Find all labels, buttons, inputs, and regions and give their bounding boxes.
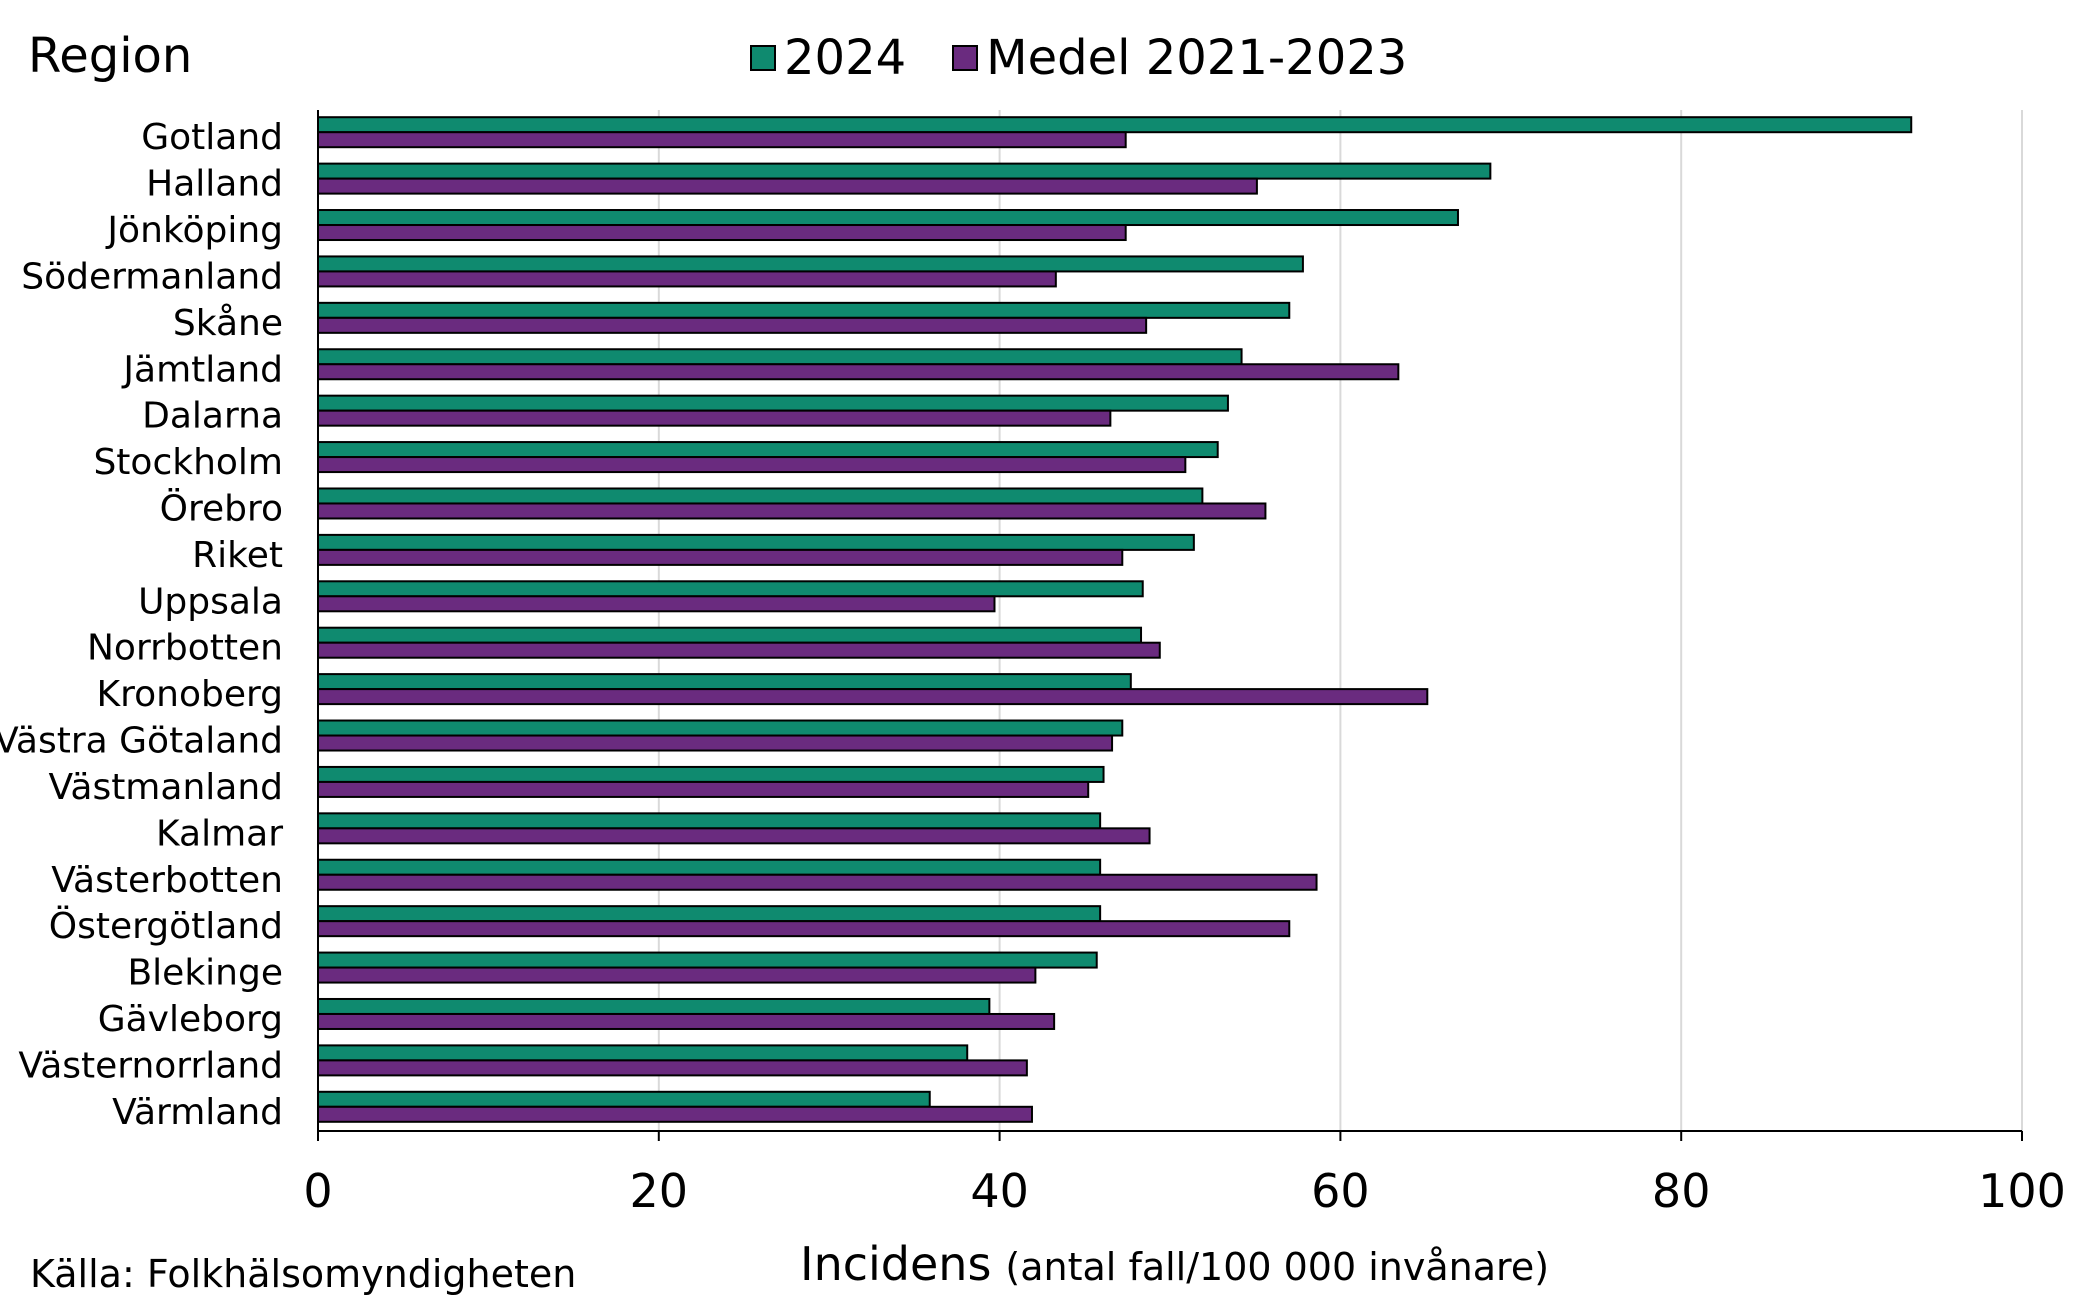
bar-2024-4 [317,301,1291,319]
x-axis-title-unit: (antal fall/100 000 invånare) [1005,1245,1550,1289]
category-label: Västerbotten [51,860,283,901]
bar-2024-8 [317,487,1204,505]
bar-medel-3 [317,270,1057,288]
bar-medel-12 [317,688,1429,706]
bar-2024-11 [317,626,1143,644]
category-label: Norrbotten [87,628,283,669]
bar-2024-1 [317,162,1492,180]
bar-medel-6 [317,409,1112,427]
bar-medel-9 [317,548,1124,566]
category-label: Skåne [173,303,283,344]
category-label: Jönköping [105,210,283,251]
bar-medel-4 [317,316,1148,334]
bar-2024-20 [317,1044,969,1062]
x-axis-title: Incidens (antal fall/100 000 invånare) [800,1236,1549,1303]
bar-2024-2 [317,209,1459,227]
category-label: Blekinge [127,953,283,994]
bar-2024-15 [317,812,1102,830]
bar-medel-2 [317,224,1127,242]
bar-medel-16 [317,873,1318,891]
bar-medel-5 [317,363,1400,381]
category-label: Gotland [141,117,283,158]
bar-2024-14 [317,765,1105,783]
category-label: Stockholm [93,442,283,483]
bar-2024-12 [317,673,1132,691]
legend-item-2024: 2024 [750,28,906,88]
bar-2024-9 [317,533,1195,551]
category-label: Västra Götaland [0,721,283,762]
category-label: Dalarna [142,396,283,437]
bar-medel-8 [317,502,1267,520]
category-label: Riket [192,535,283,576]
bar-2024-13 [317,719,1124,737]
bar-2024-5 [317,348,1243,366]
bar-medel-13 [317,734,1114,752]
bar-medel-10 [317,595,996,613]
category-label: Södermanland [21,256,283,297]
category-label: Kronoberg [96,674,283,715]
x-tick-label: 0 [303,1164,332,1218]
bar-medel-20 [317,1059,1028,1077]
x-tick-label: 100 [1978,1164,2066,1218]
category-label: Östergötland [49,905,283,947]
x-axis-title-main: Incidens [800,1237,992,1291]
bar-medel-15 [317,827,1151,845]
bar-2024-18 [317,951,1098,969]
category-label: Västernorrland [18,1045,283,1086]
legend-label-2024: 2024 [784,30,907,86]
bar-2024-21 [317,1090,931,1108]
bar-medel-1 [317,177,1258,195]
category-label: Jämtland [121,349,283,390]
bar-2024-19 [317,997,991,1015]
category-label: Kalmar [156,813,283,854]
legend: 2024 Medel 2021-2023 [750,28,1453,88]
category-label: Halland [146,164,283,205]
legend-item-medel: Medel 2021-2023 [952,28,1407,88]
x-tick-label: 20 [630,1164,689,1218]
source-note: Källa: Folkhälsomyndigheten [30,1252,577,1296]
legend-label-medel: Medel 2021-2023 [986,30,1408,86]
category-label: Örebro [160,487,283,529]
bar-medel-19 [317,1012,1056,1030]
bar-medel-17 [317,920,1291,938]
category-label: Gävleborg [98,999,283,1040]
category-label: Värmland [112,1092,283,1133]
legend-swatch-2024 [750,45,776,71]
y-axis-title: Region [28,28,193,84]
category-label: Västmanland [49,767,283,808]
category-label: Uppsala [138,581,283,622]
x-tick-label: 40 [970,1164,1029,1218]
bar-medel-14 [317,780,1090,798]
bar-medel-0 [317,131,1127,149]
bar-medel-11 [317,641,1161,659]
x-tick-label: 60 [1311,1164,1370,1218]
bar-medel-21 [317,1105,1033,1123]
bar-2024-6 [317,394,1229,412]
bar-medel-18 [317,966,1037,984]
x-tick-label: 80 [1652,1164,1711,1218]
bar-2024-10 [317,580,1144,598]
bar-2024-16 [317,858,1102,876]
legend-swatch-medel [952,45,979,71]
bar-2024-7 [317,441,1219,459]
bar-2024-0 [317,116,1913,134]
bar-2024-3 [317,255,1304,273]
bar-medel-7 [317,456,1187,474]
bar-2024-17 [317,905,1102,923]
